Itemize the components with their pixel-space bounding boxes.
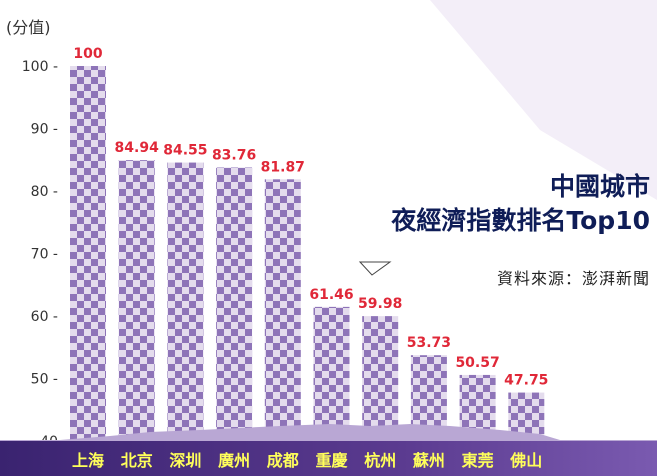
category-label: 佛山 [509, 451, 542, 470]
category-label: 重慶 [315, 451, 347, 470]
data-label: 100 [73, 46, 102, 62]
data-label: 53.73 [407, 335, 451, 351]
category-label: 北京 [121, 451, 153, 470]
category-label: 深圳 [169, 451, 201, 470]
bar [313, 306, 350, 441]
data-label: 81.87 [261, 159, 305, 175]
y-tick-label: 50 - [31, 372, 58, 388]
y-tick-label: 60 - [31, 309, 58, 325]
category-label: 蘇州 [412, 451, 445, 470]
y-tick-label: 100 - [22, 59, 58, 75]
data-label: 61.46 [309, 287, 353, 303]
data-label: 50.57 [455, 355, 499, 371]
data-label: 47.75 [504, 373, 548, 389]
bar [70, 66, 106, 441]
y-tick-label: 80 - [31, 184, 58, 200]
category-label: 東莞 [462, 451, 494, 470]
decorative-band [430, 0, 657, 200]
source-label: 資料來源：澎湃新聞 [496, 269, 650, 288]
bar [167, 162, 204, 441]
bar [264, 179, 301, 441]
category-label: 廣州 [218, 451, 250, 470]
bar [216, 167, 253, 441]
category-label: 成都 [267, 451, 299, 470]
bar [362, 316, 399, 441]
title-line-1: 中國城市 [549, 172, 650, 201]
data-label: 83.76 [212, 148, 256, 164]
category-label: 杭州 [364, 451, 396, 470]
y-tick-label: 70 - [31, 247, 58, 263]
chart-title: 中國城市 夜經濟指數排名Top10 [340, 170, 650, 238]
labels-layer: 100 上海 84.94 北京 84.55 深圳 83.76 廣州 81.87 成都 61.46 重慶… [72, 46, 548, 470]
title-pointer [358, 261, 392, 276]
y-tick-label: 90 - [31, 122, 58, 138]
data-label: 84.94 [115, 140, 160, 156]
footer-strip [0, 441, 657, 476]
title-line-2: 夜經濟指數排名Top10 [391, 206, 650, 235]
bars-layer [70, 66, 545, 441]
y-axis-unit-label: (分值) [6, 18, 51, 37]
data-label: 84.55 [163, 143, 207, 159]
category-label: 上海 [72, 451, 104, 470]
y-axis: 4050 -60 -70 -80 -90 -100 - [22, 59, 58, 450]
data-label: 59.98 [358, 296, 402, 312]
bar [118, 160, 155, 441]
